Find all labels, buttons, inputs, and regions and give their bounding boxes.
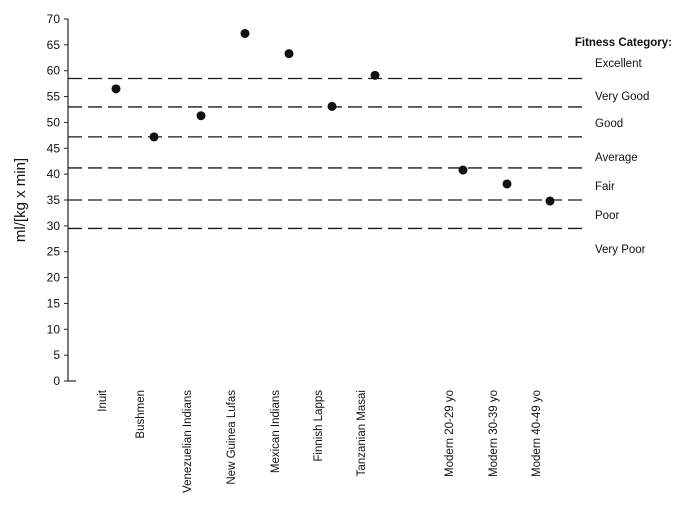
category-label: Mexican Indians	[270, 390, 282, 473]
data-point	[502, 179, 512, 189]
fitness-category-label: Fair	[595, 181, 615, 193]
category-label: Modern 30-39 yo	[488, 390, 500, 477]
y-tick-label: 60	[47, 64, 61, 78]
y-tick-label: 35	[47, 193, 61, 207]
x-category-labels: Inuit Bushmen Venezuelian Indians New Guine…	[97, 389, 543, 493]
fitness-category-label: Excellent	[595, 58, 642, 70]
y-tick-label: 65	[47, 38, 61, 52]
y-axis-label: ml/[kg x min]	[12, 158, 29, 242]
fitness-category-label: Very Good	[595, 91, 649, 103]
y-tick-label: 5	[53, 348, 60, 362]
y-tick-label: 50	[47, 115, 61, 129]
data-point	[111, 84, 121, 94]
category-label: Tanzanian Masai	[356, 390, 368, 476]
fitness-category-label: Very Poor	[595, 244, 646, 256]
fitness-category-label: Good	[595, 118, 623, 130]
category-label: Finnish Lapps	[313, 390, 325, 462]
category-label: Bushmen	[135, 390, 147, 439]
y-tick-label: 20	[47, 271, 61, 285]
fitness-threshold-lines	[68, 77, 588, 230]
y-tick-label: 0	[53, 374, 60, 388]
fitness-category-labels: Excellent Very Good Good Average Fair Poor Ver…	[595, 58, 649, 256]
data-points	[111, 28, 555, 206]
axes	[64, 18, 76, 382]
data-point	[284, 49, 294, 59]
y-tick-labels: 0 5 10 15 20 25 30 35 40 45 50 55 60 65 70	[47, 12, 61, 388]
y-tick-label: 45	[47, 141, 61, 155]
data-point	[458, 165, 468, 175]
category-label: Modern 40-49 yo	[531, 390, 543, 477]
data-point	[327, 101, 337, 111]
y-tick-label: 15	[47, 296, 61, 310]
data-point	[545, 196, 555, 206]
y-tick-label: 70	[47, 12, 61, 26]
y-tick-label: 40	[47, 167, 61, 181]
y-tick-label: 10	[47, 322, 61, 336]
data-point	[370, 70, 380, 80]
category-label: New Guinea Lufas	[226, 390, 238, 485]
y-tick-label: 30	[47, 219, 61, 233]
data-point	[196, 111, 206, 121]
fitness-category-title: Fitness Category:	[575, 37, 672, 49]
category-label: Inuit	[97, 389, 109, 412]
fitness-category-label: Poor	[595, 210, 619, 222]
fitness-category-label: Average	[595, 152, 638, 164]
category-label: Modern 20-29 yo	[444, 390, 456, 477]
category-label: Venezuelian Indians	[182, 390, 194, 493]
data-point	[149, 132, 159, 142]
data-point	[240, 28, 250, 38]
y-tick-label: 55	[47, 90, 61, 104]
y-tick-label: 25	[47, 245, 61, 259]
